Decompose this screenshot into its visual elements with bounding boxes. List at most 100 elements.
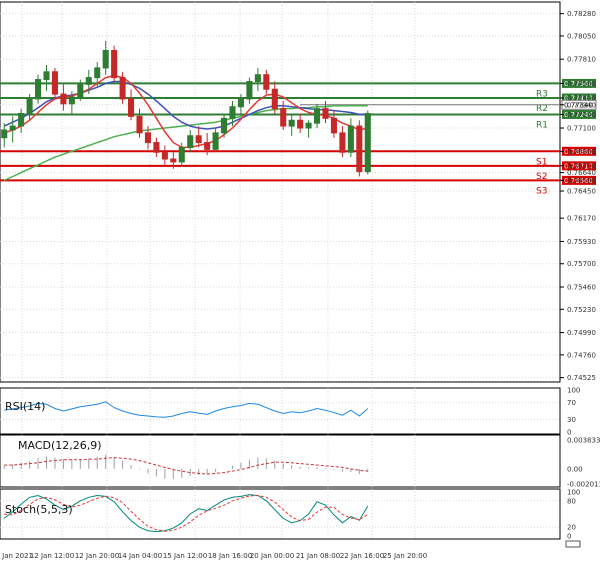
stoch-title: Stoch(5,5,3) [5,503,73,516]
price-tick-label: 0.75230 [567,306,596,314]
candle-body [68,96,75,105]
candle-body [128,98,135,117]
price-tick-label: 0.76640 [567,169,596,177]
candle-body [136,115,143,134]
macd-tick-label: 0.003833 [567,437,600,445]
candle-body [9,125,16,131]
candle-body [314,108,321,124]
stoch-tick-label: 0 [567,533,571,541]
candle-body [204,142,211,150]
rsi-tick-label: 30 [567,416,576,424]
rsi-line [4,401,369,418]
candle-body [195,135,202,144]
stoch-tick-label: 100 [567,489,580,497]
level-price-label-r1: 0.77240 [564,111,593,119]
level-tag-r2: R2 [536,104,548,114]
candle-body [364,112,371,173]
price-tick-label: 0.74760 [567,351,596,359]
candle-body [144,132,151,144]
level-price-box-s2 [562,161,596,171]
stoch-pane [0,488,561,540]
price-tick-label: 0.76710 [567,162,596,170]
candle-body [305,122,312,129]
price-tick-label: 0.77560 [567,80,596,88]
candle-body [271,88,278,110]
macd-pane [0,434,561,488]
price-tick-label: 0.76450 [567,188,596,196]
candle-body [229,106,236,119]
candle-body [119,77,126,100]
price-tick-label: 0.74525 [567,374,596,382]
x-tick-label: 15 Jan 12:00 [163,552,207,560]
x-tick-label: 25 Jan 20:00 [383,552,427,560]
x-tick-label: 12 Jan 20:00 [75,552,119,560]
price-tick-label: 0.74990 [567,329,596,337]
level-price-box-s3 [562,175,596,185]
candle-body [35,79,42,100]
candle-body [77,83,84,98]
price-tick-label: 0.77410 [567,94,596,102]
level-price-label-s1: 0.76860 [564,148,593,156]
price-tick-label: 0.77100 [567,125,596,133]
x-tick-label: 18 Jan 16:00 [208,552,252,560]
stoch-main-line [3,494,369,533]
x-tick-label: 14 Jan 04:00 [118,552,162,560]
candle-body [263,74,270,90]
candle-body [178,146,185,163]
candle-body [18,112,25,127]
candle-body [347,125,354,153]
candle-body [85,77,92,85]
candle-body [212,132,219,150]
level-price-label-r2: 0.77410 [564,94,593,102]
level-tag-r1: R1 [536,120,548,130]
stoch-signal-line [4,494,369,532]
rsi-tick-label: 0 [567,429,571,437]
macd-title: MACD(12,26,9) [18,439,102,452]
candle-body [94,67,101,79]
price-tick-label: 0.75930 [567,238,596,246]
candle-body [111,49,118,79]
candle-body [297,119,304,129]
price-tick-label: 0.76860 [567,148,596,156]
candle-body [339,132,346,153]
x-tick-label: 20 Jan 00:00 [250,552,294,560]
candle-body [43,71,50,81]
candle-body [254,74,261,82]
x-tick-label: 21 Jan 08:00 [296,552,340,560]
price-tick-label: 0.77810 [567,56,596,64]
candle-body [356,125,363,173]
candle-body [237,98,244,108]
rsi-title: RSI(14) [5,400,45,413]
candle-body [153,142,160,153]
level-price-label-s2: 0.76710 [564,162,593,170]
level-price-box-r2 [562,93,596,103]
candle-body [187,135,194,148]
price-tick-label: 0.77340 [567,101,596,109]
current-price-label: 0.77340 [564,101,593,109]
rsi-tick-label: 70 [567,399,576,407]
level-price-label-s3: 0.76560 [564,177,593,185]
candle-body [51,71,58,95]
candle-body [280,108,287,127]
candle-body [246,80,253,100]
level-price-box-s1 [562,146,596,156]
candle-body [60,93,67,105]
rsi-tick-label: 100 [567,387,580,395]
level-price-box-r3 [562,78,596,88]
x-tick-label: 22 Jan 16:00 [340,552,384,560]
level-tag-s3: S3 [536,186,547,196]
chart-shift-handle[interactable] [565,540,581,548]
price-tick-label: 0.77240 [567,111,596,119]
level-price-box-r1 [562,109,596,119]
price-tick-label: 0.76170 [567,215,596,223]
stoch-tick-label: 20 [567,524,576,532]
x-tick-label: 12 Jan 12:00 [30,552,74,560]
macd-tick-label: -0.002011 [567,481,600,489]
stoch-tick-label: 80 [567,497,576,505]
rsi-pane [0,387,561,435]
level-price-label-r3: 0.77560 [564,80,593,88]
macd-signal-line [4,457,368,475]
candle-body [221,117,228,134]
